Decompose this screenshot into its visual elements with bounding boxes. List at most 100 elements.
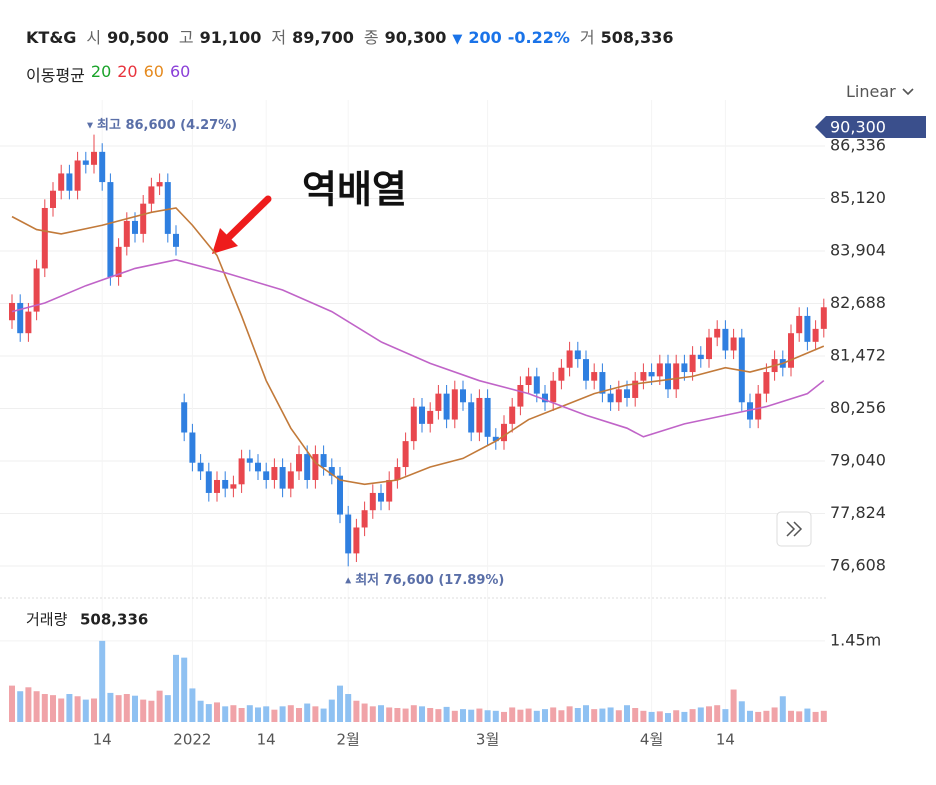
volume-bar [123, 694, 130, 722]
candle-body [730, 337, 737, 351]
candle-body [50, 190, 56, 208]
candle-body [763, 372, 770, 394]
candle-body [197, 462, 204, 472]
volume-bar [345, 694, 352, 722]
x-tick-label: 14 [257, 731, 276, 749]
candle-body [435, 393, 442, 411]
stat-label: 저 [271, 28, 287, 47]
volume-bar [771, 707, 778, 722]
volume-bar [66, 694, 73, 722]
moving-average-line [11, 258, 825, 438]
y-tick-label: 82,688 [830, 293, 886, 312]
y-tick-label: 83,904 [830, 240, 886, 259]
candle-body [17, 302, 24, 334]
candle-body [123, 220, 130, 247]
volume-bar [730, 689, 737, 722]
candle-body [189, 432, 196, 463]
volume-bar [419, 706, 425, 722]
stat-value: 90,500 [107, 28, 169, 47]
change-pct: -0.22% [507, 28, 570, 47]
candle-body [304, 454, 311, 480]
candle-body [287, 471, 294, 489]
volume-bar [91, 698, 97, 722]
volume-bar [525, 708, 532, 722]
volume-bar [74, 696, 81, 722]
moving-average-line [11, 207, 825, 486]
volume-bar [681, 711, 688, 722]
volume-bar [722, 709, 729, 722]
header: KT&G 시 90,500 고 91,100 저 89,700 종 90,300 ▼ 20… [26, 24, 674, 48]
volume-bar [410, 705, 417, 722]
high-marker: 최고 86,600 (4.27%) [97, 118, 237, 133]
volume-bar [361, 703, 368, 722]
y-tick-label: 85,120 [830, 188, 886, 207]
candle-body [238, 458, 245, 485]
candle-body [230, 484, 237, 489]
volume-bar [632, 708, 639, 722]
candle-body [624, 389, 630, 398]
ma-legend-item: 60 [143, 62, 164, 81]
volume-bar [804, 708, 811, 722]
volume-bar [755, 711, 762, 722]
volume-bar [747, 710, 753, 722]
arrow-shaft [222, 195, 272, 244]
change-arrow: ▼ [452, 32, 463, 47]
volume-bar [460, 709, 466, 722]
ma-legend: 이동평균 20 20 60 60 [26, 62, 190, 86]
low-marker: 최저 76,600 (17.89%) [355, 573, 504, 588]
candle-body [525, 376, 532, 386]
candle-body [706, 337, 712, 360]
candle-body [476, 397, 483, 433]
change: 200 [468, 28, 502, 47]
volume-bar [820, 710, 827, 722]
volume-bar [107, 692, 114, 722]
scroll-button[interactable] [776, 511, 812, 547]
volume-bar [484, 710, 491, 722]
volume-bar [337, 685, 343, 722]
arrow-head [212, 228, 238, 254]
volume-bar [394, 708, 401, 722]
volume-bar [255, 707, 261, 722]
volume-bar [665, 713, 671, 722]
volume-bar [435, 709, 442, 722]
x-tick-label: 2월 [337, 731, 360, 749]
scale-label: Linear [846, 82, 896, 101]
volume-bar [214, 702, 220, 722]
volume-bar [320, 708, 327, 722]
x-tick-label: 2022 [173, 731, 211, 749]
volume-bar [33, 691, 40, 722]
volume-bar [427, 708, 434, 722]
volume-bar [533, 710, 540, 722]
candle-body [205, 471, 212, 493]
volume-bar [50, 695, 56, 722]
candle-body [533, 376, 540, 394]
candle-body [542, 393, 548, 403]
volume-bar [738, 701, 745, 722]
candle-body [320, 454, 327, 468]
volume-bar [574, 708, 581, 722]
volume-bar [796, 711, 803, 722]
volume-bar [263, 706, 270, 722]
candle-body [788, 333, 794, 368]
candle-body [550, 380, 557, 403]
candle-body [132, 220, 138, 234]
volume-bar [550, 707, 557, 722]
candle-body [656, 363, 663, 377]
candle-body [558, 367, 565, 381]
volume-bar [517, 709, 524, 722]
candle-body [263, 471, 270, 480]
volume-bar [509, 707, 516, 722]
volume-bar [181, 657, 188, 722]
candle-body [58, 173, 65, 191]
ma-legend-item: 20 [90, 62, 112, 81]
x-tick-label: 14 [93, 731, 112, 749]
annotation: 역배열 [302, 168, 407, 212]
volume-bar [156, 690, 163, 722]
scale-dropdown[interactable]: Linear [846, 82, 915, 101]
volume-bar [173, 654, 179, 722]
volume-bar [591, 709, 598, 722]
candle-body [443, 393, 450, 420]
candle-body [632, 380, 639, 398]
candle-body [681, 363, 688, 373]
